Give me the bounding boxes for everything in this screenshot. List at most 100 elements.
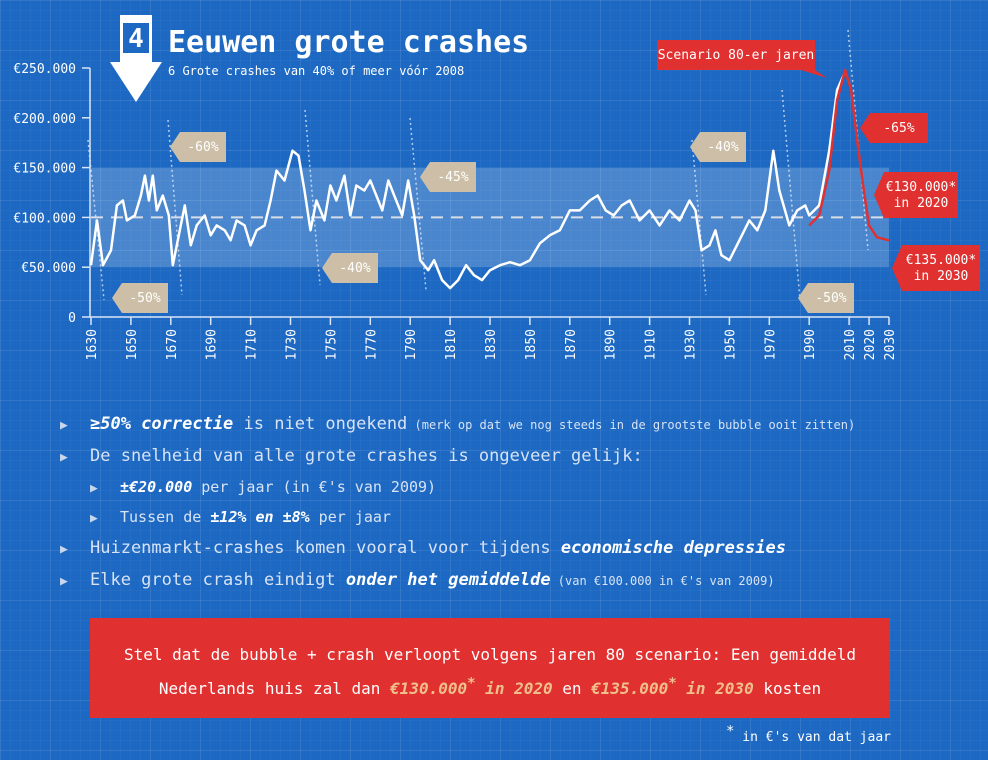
chart-subtitle: 6 Grote crashes van 40% of meer vóór 200…	[168, 64, 464, 78]
bullet-text: onder het gemiddelde	[345, 570, 551, 590]
badge: 4	[128, 24, 144, 54]
annotation-tag	[860, 113, 928, 143]
x-tick-label: 1950	[723, 329, 738, 360]
annotation-text: -40%	[339, 261, 370, 276]
annotation-tag	[657, 40, 827, 78]
bullet: ▶ Tussen de ±12% en ±8% per jaar	[60, 502, 980, 532]
x-tick-label: 2010	[843, 329, 858, 360]
annotation-tag	[420, 162, 476, 192]
line-series	[89, 71, 847, 290]
x-tick-label: 1850	[524, 329, 539, 360]
bullet-text: economische depressies	[560, 538, 786, 558]
x-tick-label: 1990	[803, 329, 818, 360]
bullet: ▶ ±€20.000 per jaar (in €'s van 2009)	[60, 472, 980, 502]
annotation-text: in 2020	[894, 196, 949, 211]
annotation-text: -45%	[437, 170, 468, 185]
x-tick-label: 1970	[763, 329, 778, 360]
bullet-text: ±8%	[282, 508, 310, 526]
bullet-text: ±€20.000	[120, 478, 193, 496]
annotation-tag	[874, 172, 958, 218]
x-tick-label: 1630	[85, 329, 100, 360]
y-tick-label: €100.000	[13, 211, 76, 226]
box-text: Nederlands huis zal dan	[158, 679, 391, 698]
x-tick-label: 1910	[644, 329, 659, 360]
bullet-text: per jaar	[309, 508, 391, 526]
footnote: * in €'s van dat jaar	[726, 725, 891, 745]
x-tick-label: 2030	[883, 329, 898, 360]
y-tick-label: €250.000	[13, 62, 76, 77]
bullet-marker: ▶	[90, 481, 98, 496]
x-tick-label: 1770	[364, 329, 379, 360]
bullet-text: per jaar (in €'s van 2009)	[192, 478, 437, 496]
bullet-text: ±12%	[210, 508, 247, 526]
bullet-marker: ▶	[60, 542, 68, 557]
x-tick-label: 1650	[125, 329, 140, 360]
bullet: ▶ Elke grote crash eindigt onder het gemi…	[60, 564, 980, 596]
annotation-text: -60%	[187, 140, 218, 155]
bullet-marker: ▶	[60, 450, 68, 465]
box-text: Stel dat de bubble + crash verloopt volg…	[123, 645, 857, 664]
box-text: in 2030	[676, 679, 754, 698]
x-tick-label: 1790	[404, 329, 419, 360]
box-text: €135.000	[591, 679, 669, 698]
x-tick-label: 1870	[564, 329, 579, 360]
footnote-text: in €'s van dat jaar	[734, 730, 891, 745]
bullet-text: (merk op dat we nog steeds in de grootst…	[407, 418, 856, 432]
chart-title: Eeuwen grote crashes	[168, 25, 529, 60]
y-tick-label: €200.000	[13, 112, 76, 127]
box-text: *	[668, 675, 677, 692]
annotation-tag	[690, 132, 746, 162]
annotation-text: €135.000*	[906, 253, 976, 268]
y-tick-label: €50.000	[21, 261, 76, 276]
logo-box	[121, 21, 151, 55]
bullet-marker: ▶	[60, 418, 68, 433]
x-tick-label: 1810	[444, 329, 459, 360]
annotation-tag	[322, 253, 378, 283]
box-text: en	[552, 679, 592, 698]
annotation-text: -50%	[815, 291, 846, 306]
box-line: Nederlands huis zal dan €130.000* in 202…	[90, 672, 890, 706]
annotation-tag	[170, 132, 226, 162]
annotation-text: -40%	[707, 140, 738, 155]
bullet-marker: ▶	[60, 574, 68, 589]
x-tick-label: 1730	[285, 329, 300, 360]
annotation-tag	[112, 283, 168, 313]
annotation-text: €130.000*	[886, 180, 956, 195]
bullet-marker: ▶	[90, 511, 98, 526]
box-text: *	[467, 675, 476, 692]
x-tick-label: 1750	[324, 329, 339, 360]
x-tick-label: 1890	[604, 329, 619, 360]
footnote-text: *	[726, 723, 735, 740]
chart: 4 Eeuwen grote crashes 6 Grote crashes v…	[13, 15, 980, 360]
box-text: kosten	[753, 679, 822, 698]
annotation-tag	[798, 283, 854, 313]
y-tick-label: €150.000	[13, 162, 76, 177]
annotation-tag	[892, 245, 980, 291]
box-text: €130.000	[390, 679, 468, 698]
bullet: ▶ Huizenmarkt-crashes komen vooral voor t…	[60, 532, 980, 564]
box-text: in 2020	[475, 679, 553, 698]
x-tick-label: 1710	[245, 329, 260, 360]
bullet-text: (van €100.000 in €'s van 2009)	[550, 574, 775, 588]
annotation-text: Scenario 80-er jaren	[658, 48, 815, 63]
scenario-box: Stel dat de bubble + crash verloopt volg…	[90, 618, 890, 718]
y-tick-label: 0	[68, 311, 76, 326]
x-tick-label: 1670	[165, 329, 180, 360]
bullet: ▶ ≥50% correctie is niet ongekend (merk o…	[60, 408, 980, 440]
bullet-text: Tussen de	[120, 508, 211, 526]
x-tick-label: 1930	[684, 329, 699, 360]
annotation-text: in 2030	[914, 269, 969, 284]
bullet-text: Elke grote crash eindigt	[90, 570, 346, 590]
bullet-text: De snelheid van alle grote crashes is on…	[90, 446, 643, 466]
bullet-text: Huizenmarkt-crashes komen vooral voor ti…	[90, 538, 561, 558]
bullet-text: is niet ongekend	[233, 414, 408, 434]
x-tick-label: 1830	[484, 329, 499, 360]
bullet-text: ≥50% correctie	[90, 414, 234, 434]
annotation-text: -65%	[883, 121, 914, 136]
annotation-text: -50%	[129, 291, 160, 306]
bullet-text: en	[246, 508, 283, 526]
x-tick-label: 2020	[863, 329, 878, 360]
line-series	[808, 68, 890, 242]
x-tick-label: 1690	[205, 329, 220, 360]
